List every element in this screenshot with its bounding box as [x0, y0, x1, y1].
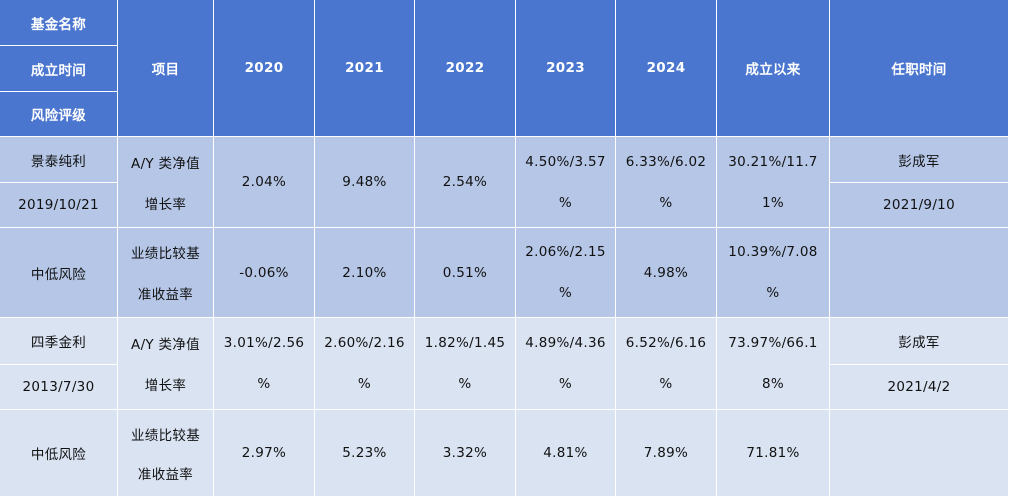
bench-2020: 2.97% — [214, 410, 315, 497]
bench-2024: 4.98% — [616, 228, 717, 318]
value-line-2: % — [558, 284, 573, 301]
label-line-2: 准收益率 — [137, 286, 194, 303]
fund-name: 景泰纯利 — [0, 137, 118, 183]
header-established: 成立时间 — [0, 46, 118, 92]
value-line-2: 1% — [761, 194, 785, 211]
label-line-2: 增长率 — [144, 196, 187, 213]
value-line-1: 6.52%/6.16 — [625, 334, 707, 351]
header-item: 项目 — [118, 0, 214, 137]
nav-2021: 2.60%/2.16 % — [315, 318, 415, 410]
value-line-2: % — [659, 194, 673, 211]
value-line-2: % — [257, 376, 271, 393]
label-line-1: 业绩比较基 — [131, 427, 200, 444]
nav-2020: 3.01%/2.56 % — [214, 318, 315, 410]
value-line-2: % — [558, 194, 573, 211]
nav-2023: 4.89%/4.36 % — [516, 318, 616, 410]
tenure-date: 2021/9/10 — [830, 183, 1009, 228]
header-since-inception: 成立以来 — [717, 0, 830, 137]
fund-name: 四季金利 — [0, 318, 118, 365]
value-line-1: 73.97%/66.1 — [728, 334, 818, 351]
bench-2024: 7.89% — [616, 410, 717, 497]
nav-2024: 6.52%/6.16 % — [616, 318, 717, 410]
fund-established-date: 2019/10/21 — [0, 183, 118, 228]
value-line-1: 4.50%/3.57 — [525, 153, 606, 170]
bench-2021: 5.23% — [315, 410, 415, 497]
header-year-2023: 2023 — [516, 0, 616, 137]
empty-cell — [830, 410, 1009, 497]
nav-2021: 9.48% — [315, 137, 415, 228]
value-line-1: 10.39%/7.08 — [728, 244, 818, 261]
benchmark-return-label: 业绩比较基 准收益率 — [118, 228, 214, 318]
value-line-2: % — [558, 376, 573, 393]
value-line-1: 4.89%/4.36 — [525, 334, 606, 351]
header-year-2020: 2020 — [214, 0, 315, 137]
nav-growth-label: A/Y 类净值 增长率 — [118, 137, 214, 228]
value-line-1: 3.01%/2.56 — [223, 334, 305, 351]
bench-2020: -0.06% — [214, 228, 315, 318]
fund-established-date: 2013/7/30 — [0, 365, 118, 410]
label-line-2: 增长率 — [144, 378, 187, 395]
empty-cell — [830, 228, 1009, 318]
benchmark-return-label: 业绩比较基 准收益率 — [118, 410, 214, 497]
label-line-1: A/Y 类净值 — [131, 155, 200, 172]
label-line-1: A/Y 类净值 — [131, 336, 200, 353]
value-line-2: % — [357, 376, 372, 393]
fund-risk-rating: 中低风险 — [0, 228, 118, 318]
header-year-2021: 2021 — [315, 0, 415, 137]
nav-2023: 4.50%/3.57 % — [516, 137, 616, 228]
nav-growth-label: A/Y 类净值 增长率 — [118, 318, 214, 410]
manager-name: 彭成军 — [830, 137, 1009, 183]
nav-2022: 1.82%/1.45 % — [415, 318, 516, 410]
bench-2022: 3.32% — [415, 410, 516, 497]
nav-2024: 6.33%/6.02 % — [616, 137, 717, 228]
bench-2022: 0.51% — [415, 228, 516, 318]
nav-2020: 2.04% — [214, 137, 315, 228]
nav-since-inception: 73.97%/66.1 8% — [717, 318, 830, 410]
fund-risk-rating: 中低风险 — [0, 410, 118, 497]
header-risk-rating: 风险评级 — [0, 92, 118, 137]
value-line-1: 2.06%/2.15 — [525, 244, 606, 261]
header-year-2024: 2024 — [616, 0, 717, 137]
bench-since-inception: 71.81% — [717, 410, 830, 497]
value-line-1: 6.33%/6.02 — [625, 153, 707, 170]
bench-2023: 4.81% — [516, 410, 616, 497]
value-line-1: 30.21%/11.7 — [728, 153, 818, 170]
value-line-2: % — [766, 284, 780, 301]
label-line-2: 准收益率 — [137, 466, 194, 483]
value-line-2: 8% — [761, 376, 785, 393]
header-year-2022: 2022 — [415, 0, 516, 137]
bench-2023: 2.06%/2.15 % — [516, 228, 616, 318]
header-tenure: 任职时间 — [830, 0, 1009, 137]
value-line-1: 1.82%/1.45 — [424, 334, 506, 351]
label-line-1: 业绩比较基 — [131, 246, 200, 263]
bench-2021: 2.10% — [315, 228, 415, 318]
tenure-date: 2021/4/2 — [830, 365, 1009, 410]
manager-name: 彭成军 — [830, 318, 1009, 365]
header-fund-name: 基金名称 — [0, 0, 118, 46]
value-line-2: % — [659, 376, 673, 393]
bench-since-inception: 10.39%/7.08 % — [717, 228, 830, 318]
nav-2022: 2.54% — [415, 137, 516, 228]
value-line-2: % — [458, 376, 472, 393]
nav-since-inception: 30.21%/11.7 1% — [717, 137, 830, 228]
value-line-1: 2.60%/2.16 — [324, 334, 405, 351]
